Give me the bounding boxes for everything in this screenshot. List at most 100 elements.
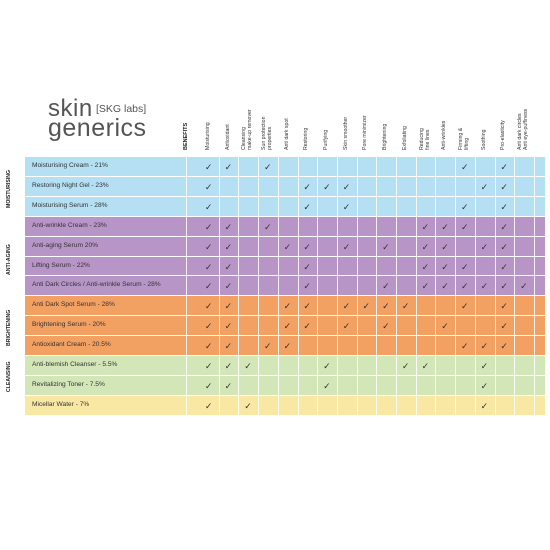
benefit-cell [514, 376, 533, 395]
check-icon: ✓ [303, 181, 311, 192]
check-icon: ✓ [480, 281, 489, 292]
product-name: Brightening Serum - 20% [32, 321, 106, 329]
benefit-cell [317, 237, 336, 256]
logo-skin-text: skin [48, 95, 93, 122]
check-icon: ✓ [500, 281, 508, 292]
benefit-cell [317, 396, 336, 415]
column-header: Firming & lifting [457, 127, 470, 150]
column-header: Exfoliating [401, 126, 408, 150]
benefit-cell: ✓ [495, 157, 514, 176]
column-divider [297, 157, 299, 416]
benefit-cell [337, 257, 356, 276]
benefit-cell [495, 396, 514, 415]
benefit-cell: ✓ [455, 336, 474, 355]
column-divider [376, 157, 378, 416]
benefit-cell: ✓ [475, 177, 494, 196]
benefit-cell [376, 396, 395, 415]
column-header: Moisturising [204, 122, 211, 150]
benefit-cell [514, 157, 533, 176]
benefit-cell [278, 276, 297, 295]
benefit-cell: ✓ [219, 276, 238, 295]
check-icon: ✓ [441, 281, 449, 292]
check-icon: ✓ [204, 301, 213, 312]
check-icon: ✓ [500, 241, 508, 252]
benefit-cell: ✓ [337, 177, 356, 196]
benefit-cell [435, 376, 454, 395]
column-header: Restoring [303, 127, 310, 150]
column-header: Purifying [323, 129, 330, 150]
column-header: Sun protection properties [260, 116, 273, 150]
check-icon: ✓ [421, 361, 430, 371]
benefit-cell [357, 336, 376, 355]
benefit-cell [416, 157, 435, 176]
benefit-cell: ✓ [199, 336, 218, 355]
table-row: Restoring Night Gel - 23% ✓ ✓ ✓ ✓ ✓ ✓ [25, 176, 545, 196]
product-name: Anti-wrinkle Cream - 23% [32, 221, 107, 229]
check-icon: ✓ [382, 281, 390, 292]
logo-lab-text: [SKG labs] [96, 103, 147, 115]
benefit-cell [376, 217, 395, 236]
row-divider [25, 195, 545, 197]
check-icon: ✓ [421, 261, 430, 272]
product-name: Revitalizing Toner - 7.5% [32, 380, 105, 388]
row-divider [25, 215, 545, 217]
benefit-cell [357, 177, 376, 196]
benefit-cell [396, 316, 415, 335]
benefit-cell [514, 257, 533, 276]
benefit-cell: ✓ [298, 316, 317, 335]
check-icon: ✓ [421, 281, 430, 292]
benefit-cell: ✓ [317, 376, 336, 395]
benefit-cell [475, 197, 494, 216]
benefit-cell: ✓ [455, 157, 474, 176]
check-icon: ✓ [401, 361, 410, 371]
column-header: Anti dark spot [283, 118, 290, 150]
benefit-cell [357, 396, 376, 415]
benefit-cell: ✓ [416, 356, 435, 375]
check-icon: ✓ [382, 301, 390, 312]
benefit-cell: ✓ [495, 336, 514, 355]
benefit-cell [416, 336, 435, 355]
benefit-cell [337, 376, 356, 395]
benefit-cell [219, 197, 238, 216]
benefit-cell: ✓ [455, 276, 474, 295]
column-divider [277, 157, 279, 416]
benefit-cell [258, 177, 277, 196]
benefit-cell: ✓ [219, 376, 238, 395]
benefit-cell [455, 237, 474, 256]
product-label-cell: Moisturising Cream - 21% [25, 157, 178, 176]
check-icon: ✓ [283, 341, 292, 352]
product-label-cell: Brightening Serum - 20% [25, 316, 178, 335]
benefit-cell: ✓ [278, 316, 297, 335]
benefit-cell: ✓ [219, 257, 238, 276]
benefit-cell [298, 396, 317, 415]
benefit-cell [317, 257, 336, 276]
benefit-cell: ✓ [416, 217, 435, 236]
column-divider [415, 157, 417, 416]
column-header: Pore minimizer [362, 115, 369, 150]
column-divider [514, 157, 516, 416]
row-divider [25, 255, 545, 257]
check-icon: ✓ [460, 201, 469, 212]
benefit-cell [219, 177, 238, 196]
benefit-cell: ✓ [298, 276, 317, 295]
benefit-cell [317, 217, 336, 236]
benefit-cell [278, 217, 297, 236]
product-name: Restoring Night Gel - 23% [32, 181, 109, 189]
benefit-cell [495, 356, 514, 375]
check-icon: ✓ [224, 261, 233, 272]
benefit-cell: ✓ [435, 276, 454, 295]
benefit-cell [396, 336, 415, 355]
check-icon: ✓ [303, 281, 311, 292]
benefit-cell: ✓ [376, 316, 395, 335]
check-icon: ✓ [480, 361, 489, 371]
check-icon: ✓ [460, 301, 469, 312]
product-name: Anti-aging Serum 20% [32, 241, 98, 249]
benefit-cell [396, 177, 415, 196]
check-icon: ✓ [342, 181, 351, 192]
benefit-cell [376, 157, 395, 176]
benefit-cell [357, 237, 376, 256]
row-divider [25, 315, 545, 317]
benefit-cell [298, 217, 317, 236]
benefit-cell [514, 296, 533, 315]
benefit-cell [495, 376, 514, 395]
